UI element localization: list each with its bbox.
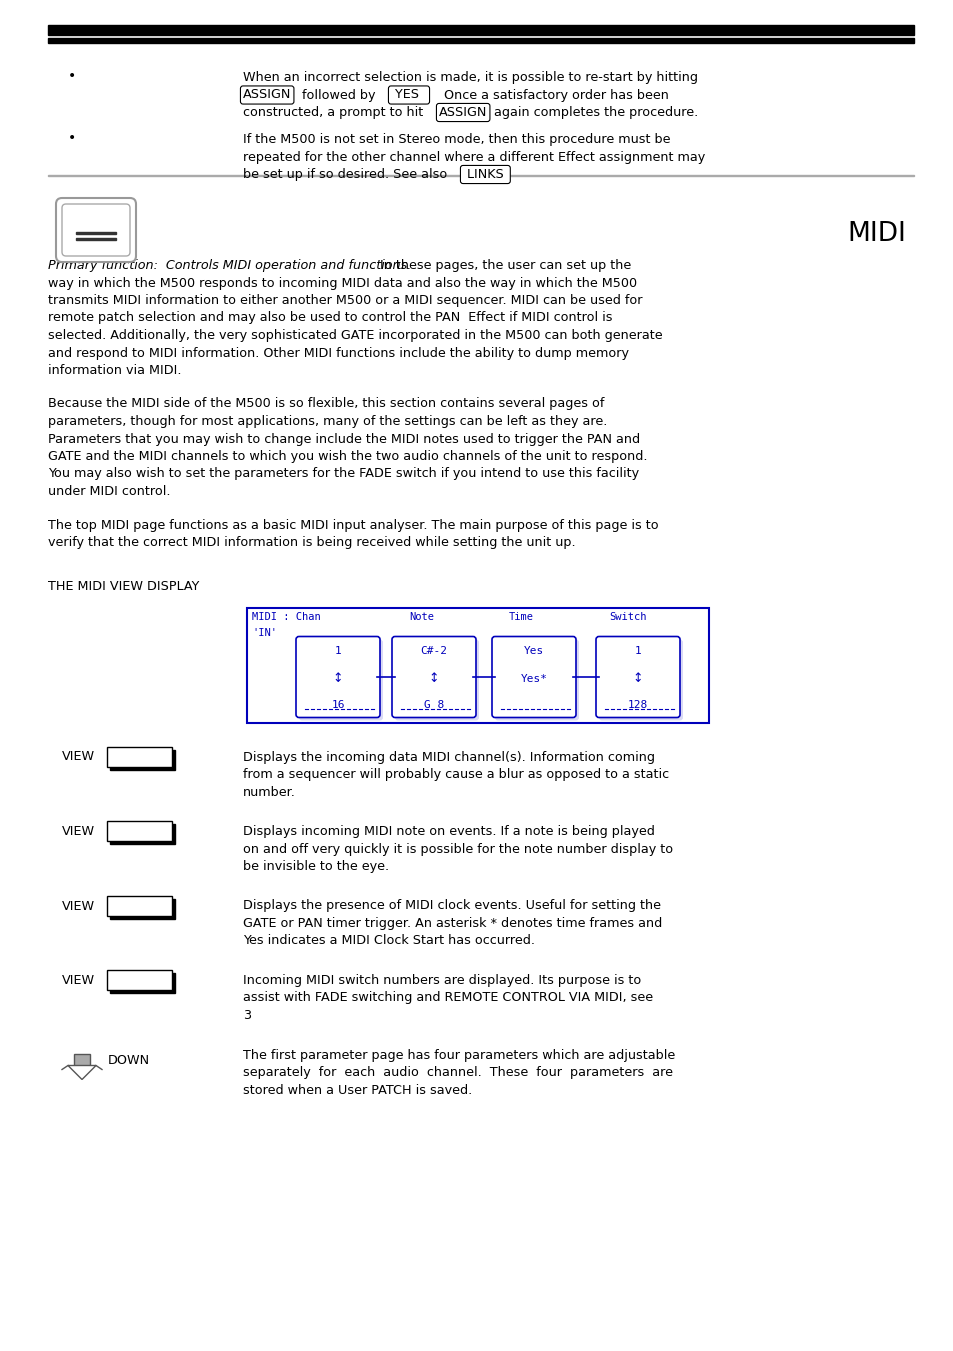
FancyBboxPatch shape [295,636,379,717]
Text: verify that the correct MIDI information is being received while setting the uni: verify that the correct MIDI information… [48,536,575,549]
FancyBboxPatch shape [598,639,682,720]
Text: •: • [68,131,76,145]
Bar [107,821,172,842]
Text: and respond to MIDI information. Other MIDI functions include the ability to dum: and respond to MIDI information. Other M… [48,346,628,359]
Text: Time: Time [509,612,534,623]
Bar [74,1054,90,1066]
Text: 1: 1 [335,647,341,657]
Bar [110,750,174,770]
Text: Parameters that you may wish to change include the MIDI notes used to trigger th: Parameters that you may wish to change i… [48,432,639,446]
Text: stored when a User PATCH is saved.: stored when a User PATCH is saved. [243,1084,472,1097]
Bar [110,824,174,844]
Text: MIDI: MIDI [846,222,905,247]
FancyBboxPatch shape [298,639,382,720]
FancyBboxPatch shape [56,199,136,262]
Text: 'IN': 'IN' [252,627,276,638]
Text: VIEW: VIEW [62,974,95,988]
Text: transmits MIDI information to either another M500 or a MIDI sequencer. MIDI can : transmits MIDI information to either ano… [48,295,641,307]
Text: THE MIDI VIEW DISPLAY: THE MIDI VIEW DISPLAY [48,580,199,593]
Text: Incoming MIDI switch numbers are displayed. Its purpose is to: Incoming MIDI switch numbers are display… [243,974,640,988]
Text: way in which the M500 responds to incoming MIDI data and also the way in which t: way in which the M500 responds to incomi… [48,277,637,289]
Text: YES: YES [391,89,427,101]
Text: Yes indicates a MIDI Clock Start has occurred.: Yes indicates a MIDI Clock Start has occ… [243,935,535,947]
Text: ↕: ↕ [428,673,438,685]
Text: constructed, a prompt to hit: constructed, a prompt to hit [243,105,423,119]
Text: 128: 128 [627,701,647,711]
Text: under MIDI control.: under MIDI control. [48,485,171,499]
Text: DOWN: DOWN [108,1054,150,1066]
Text: ↕: ↕ [333,673,343,685]
Text: The first parameter page has four parameters which are adjustable: The first parameter page has four parame… [243,1048,675,1062]
Text: GATE and the MIDI channels to which you wish the two audio channels of the unit : GATE and the MIDI channels to which you … [48,450,647,463]
FancyBboxPatch shape [392,636,476,717]
FancyBboxPatch shape [395,639,478,720]
Text: Displays incoming MIDI note on events. If a note is being played: Displays incoming MIDI note on events. I… [243,825,654,838]
Text: 3: 3 [243,1009,251,1021]
Text: •: • [68,69,76,82]
Text: Yes: Yes [523,647,543,657]
Text: ASSIGN: ASSIGN [243,89,291,101]
Text: Because the MIDI side of the M500 is so flexible, this section contains several : Because the MIDI side of the M500 is so … [48,397,604,411]
Text: The top MIDI page functions as a basic MIDI input analyser. The main purpose of : The top MIDI page functions as a basic M… [48,519,658,531]
Text: VIEW: VIEW [62,900,95,912]
Text: again completes the procedure.: again completes the procedure. [494,105,698,119]
Text: When an incorrect selection is made, it is possible to re-start by hitting: When an incorrect selection is made, it … [243,72,698,84]
Text: In these pages, the user can set up the: In these pages, the user can set up the [375,259,631,272]
Text: 1: 1 [634,647,640,657]
Text: separately  for  each  audio  channel.  These  four  parameters  are: separately for each audio channel. These… [243,1066,672,1079]
Bar [110,898,174,919]
Text: parameters, though for most applications, many of the settings can be left as th: parameters, though for most applications… [48,415,607,428]
Text: VIEW: VIEW [62,751,95,763]
Bar [247,608,708,723]
Polygon shape [68,1066,96,1079]
Text: If the M500 is not set in Stereo mode, then this procedure must be: If the M500 is not set in Stereo mode, t… [243,132,670,146]
Text: ASSIGN: ASSIGN [438,105,487,119]
Text: Note: Note [409,612,434,623]
Text: be set up if so desired. See also: be set up if so desired. See also [243,168,447,181]
Text: 16: 16 [331,701,344,711]
Bar [107,896,172,916]
Text: Switch: Switch [608,612,646,623]
Text: You may also wish to set the parameters for the FADE switch if you intend to use: You may also wish to set the parameters … [48,467,639,481]
Text: MIDI : Chan: MIDI : Chan [252,612,320,623]
Bar [110,973,174,993]
FancyBboxPatch shape [62,204,130,255]
Text: Primary function:  Controls MIDI operation and functions.: Primary function: Controls MIDI operatio… [48,259,411,272]
Text: C#-2: C#-2 [420,647,447,657]
FancyBboxPatch shape [596,636,679,717]
Text: Once a satisfactory order has been: Once a satisfactory order has been [439,89,668,101]
Text: number.: number. [243,785,295,798]
Text: remote patch selection and may also be used to control the PAN  Effect if MIDI c: remote patch selection and may also be u… [48,312,612,324]
Text: followed by: followed by [297,89,383,101]
Text: Displays the incoming data MIDI channel(s). Information coming: Displays the incoming data MIDI channel(… [243,751,655,763]
Text: ↕: ↕ [632,673,642,685]
Text: on and off very quickly it is possible for the note number display to: on and off very quickly it is possible f… [243,843,673,855]
FancyBboxPatch shape [495,639,578,720]
Text: information via MIDI.: information via MIDI. [48,363,181,377]
Text: G 8: G 8 [423,701,444,711]
Bar [107,970,172,990]
Bar [48,26,913,35]
FancyBboxPatch shape [492,636,576,717]
Text: assist with FADE switching and REMOTE CONTROL VIA MIDI, see: assist with FADE switching and REMOTE CO… [243,992,653,1005]
Text: repeated for the other channel where a different Effect assignment may: repeated for the other channel where a d… [243,150,704,163]
Text: Yes*: Yes* [520,674,547,684]
Text: from a sequencer will probably cause a blur as opposed to a static: from a sequencer will probably cause a b… [243,767,668,781]
Text: GATE or PAN timer trigger. An asterisk * denotes time frames and: GATE or PAN timer trigger. An asterisk *… [243,917,661,929]
Bar [48,38,913,43]
Text: selected. Additionally, the very sophisticated GATE incorporated in the M500 can: selected. Additionally, the very sophist… [48,330,662,342]
Text: LINKS: LINKS [462,168,507,181]
Text: be invisible to the eye.: be invisible to the eye. [243,861,389,873]
Text: VIEW: VIEW [62,825,95,838]
Bar [76,238,116,240]
Bar [76,231,116,234]
Text: Displays the presence of MIDI clock events. Useful for setting the: Displays the presence of MIDI clock even… [243,900,660,912]
Bar [107,747,172,766]
